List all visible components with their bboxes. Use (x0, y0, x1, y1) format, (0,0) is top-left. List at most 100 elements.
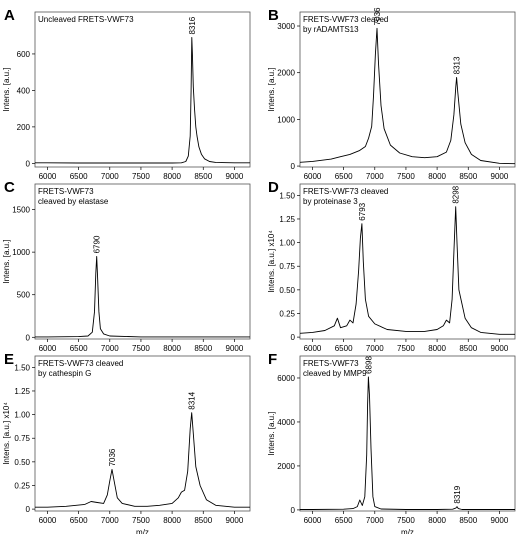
spectrum-line (300, 376, 515, 510)
peak-label: 8298 (452, 185, 461, 203)
panel-title: FRETS-VWF73 cleaved (303, 187, 388, 196)
x-tick-label: 8500 (194, 172, 212, 181)
x-tick-label: 7500 (132, 344, 150, 353)
x-tick-label: 7000 (366, 344, 384, 353)
panel-b: B 6000 6500 7000 7500 8000 8500 9000 0 1000 2000 30… (267, 7, 516, 181)
y-tick-label: 1000 (277, 115, 295, 124)
y-tick-label: 1.00 (14, 411, 30, 420)
panel-title: FRETS-VWF73 cleaved (303, 15, 388, 24)
spectrum-line (299, 27, 516, 165)
x-tick-label: 6000 (39, 344, 57, 353)
y-axis-label: Intens. [a.u.] (2, 67, 11, 111)
y-tick-label: 600 (17, 50, 31, 59)
y-tick-label: 4000 (277, 418, 295, 427)
y-axis-label: Intens. [a.u.] (267, 411, 276, 455)
x-tick-label: 6500 (70, 344, 88, 353)
x-axis-label: m/z (136, 528, 149, 534)
y-tick-label: 2000 (277, 462, 295, 471)
spectrum-line (35, 37, 250, 164)
x-tick-label: 7500 (132, 172, 150, 181)
y-axis-label: Intens. [a.u.] (267, 67, 276, 111)
x-tick-label: 9000 (226, 172, 244, 181)
x-tick-label: 6000 (39, 516, 57, 525)
y-tick-label: 0.50 (279, 286, 295, 295)
spectrum-line (35, 412, 250, 508)
panel-title: FRETS-VWF73 (38, 187, 94, 196)
x-tick-label: 8500 (194, 344, 212, 353)
panel-title: by cathespin G (38, 369, 91, 378)
panel-letter: D (268, 179, 279, 196)
x-tick-label: 9000 (226, 516, 244, 525)
plot-frame (299, 183, 516, 340)
plot-frame (34, 183, 251, 340)
panel-a: A 6000 6500 7000 7500 8000 8500 9000 0 200 400 600 I… (2, 7, 251, 181)
plot-frame (299, 11, 516, 168)
panel-title: cleaved by elastase (38, 197, 109, 206)
y-tick-label: 0 (291, 506, 296, 515)
x-tick-label: 6000 (304, 516, 322, 525)
peak-label: 7036 (373, 7, 382, 25)
peak-label: 7036 (108, 448, 117, 466)
x-tick-label: 7000 (366, 516, 384, 525)
panel-letter: F (268, 351, 277, 368)
panel-letter: A (4, 7, 15, 24)
x-tick-label: 6500 (335, 344, 353, 353)
y-tick-label: 3000 (277, 22, 295, 31)
y-tick-label: 1.25 (279, 215, 295, 224)
x-tick-label: 6500 (335, 516, 353, 525)
y-tick-label: 1.50 (14, 363, 30, 372)
y-tick-label: 1000 (12, 248, 30, 257)
y-tick-label: 0 (291, 162, 296, 171)
panel-title: cleaved by MMP9 (303, 369, 367, 378)
x-tick-label: 6000 (304, 172, 322, 181)
y-tick-label: 0.75 (14, 434, 30, 443)
x-tick-label: 7500 (132, 516, 150, 525)
y-tick-label: 1.25 (14, 387, 30, 396)
y-tick-label: 0 (26, 505, 31, 514)
y-tick-label: 200 (17, 123, 31, 132)
spectrum-line (35, 255, 250, 338)
y-tick-label: 0.75 (279, 262, 295, 271)
panel-title: FRETS-VWF73 cleaved (38, 359, 123, 368)
panel-letter: E (4, 351, 14, 368)
plot-frame (34, 11, 251, 168)
x-tick-label: 9000 (491, 344, 509, 353)
panel-d: D 6000 6500 7000 7500 8000 8500 9000 0 0.25 0.50 0.… (267, 179, 516, 353)
y-tick-label: 400 (17, 86, 31, 95)
x-axis-label: m/z (401, 528, 414, 534)
x-tick-label: 8500 (459, 344, 477, 353)
y-tick-label: 0 (291, 333, 296, 342)
x-tick-label: 6500 (70, 516, 88, 525)
panel-title: by proteinase 3 (303, 197, 358, 206)
plot-frame (34, 355, 251, 512)
x-tick-label: 9000 (491, 172, 509, 181)
x-tick-label: 6500 (335, 172, 353, 181)
spectrum-line (299, 206, 515, 335)
x-tick-label: 7000 (101, 344, 119, 353)
peak-label: 8319 (453, 485, 462, 503)
y-tick-label: 0.25 (279, 309, 295, 318)
panel-title: Uncleaved FRETS-VWF73 (38, 15, 134, 24)
peak-label: 6790 (93, 235, 102, 253)
plot-frame (299, 355, 516, 512)
peak-label: 8313 (453, 56, 462, 74)
peak-label: 6898 (364, 356, 373, 374)
y-tick-label: 1.00 (279, 239, 295, 248)
peak-label: 8316 (188, 16, 197, 34)
x-tick-label: 6500 (70, 172, 88, 181)
y-tick-label: 0 (26, 333, 31, 342)
x-tick-label: 7000 (101, 172, 119, 181)
x-tick-label: 6000 (39, 172, 57, 181)
panel-c: C 6000 6500 7000 7500 8000 8500 9000 0 500 1000 150… (2, 179, 251, 353)
y-tick-label: 0 (26, 159, 31, 168)
x-tick-label: 8500 (459, 172, 477, 181)
peak-label: 8314 (188, 391, 197, 409)
x-tick-label: 8000 (428, 172, 446, 181)
x-tick-label: 7000 (101, 516, 119, 525)
y-tick-label: 6000 (277, 374, 295, 383)
y-axis-label: Intens. [a.u.] x10⁴ (267, 230, 276, 293)
x-tick-label: 7000 (366, 172, 384, 181)
y-axis-label: Intens. [a.u.] x10⁴ (2, 402, 11, 465)
